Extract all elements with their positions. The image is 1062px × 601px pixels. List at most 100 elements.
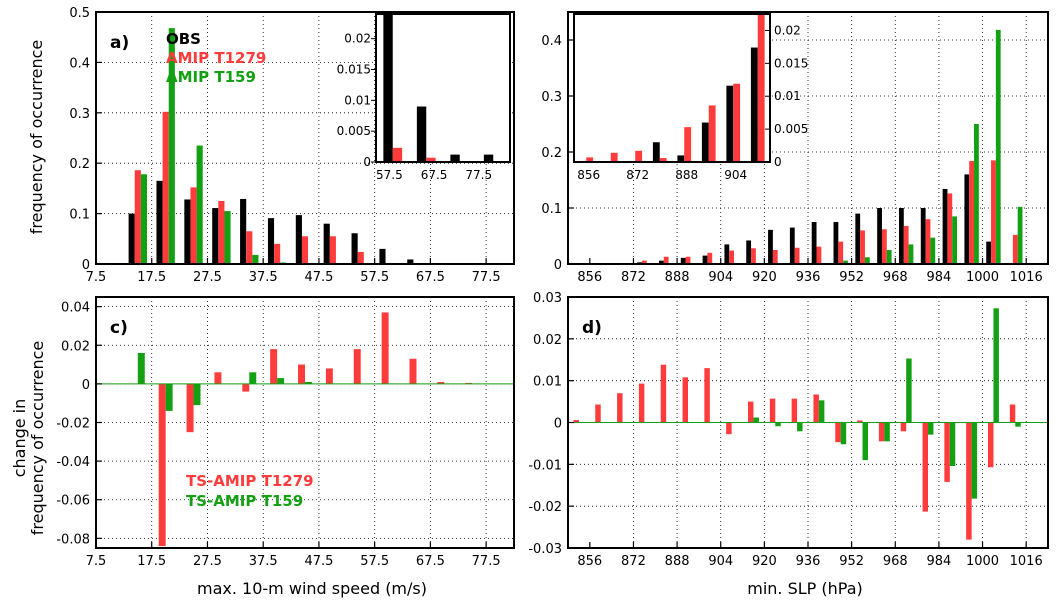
bar-ts-amip-t1279 [573,419,579,423]
legend-entry: AMIP T159 [166,68,256,86]
panel-a-wind-speed-frequency: 7.5 17.5 27.5 37.5 47.5 57.5 67.5 77.5 0 0.1 0.2 0.… [69,6,515,285]
inset-bar-amip-t1279 [586,157,594,162]
inset-bar-amip-t1279 [757,14,765,162]
x-tick-label: 67.5 [416,270,445,285]
inset-bar-obs [677,155,685,162]
bar-amip-t159 [908,244,914,264]
bar-obs [920,208,926,264]
x-tick-label: 920 [752,270,777,285]
inset-y-tick-label: 0.005 [337,124,371,138]
inset-bar-amip-t1279 [708,105,716,162]
inset-bar-obs [726,85,734,162]
panel-b-slp-frequency: 856 872 888 904 920 936 952 968 984 1000 1016 0 0.1 0… [541,11,1049,285]
x-tick-label: 77.5 [472,270,501,285]
inset-bar-amip-t1279 [635,150,643,162]
bar-ts-amip-t1279 [835,422,841,443]
y-tick-label: 0.03 [533,291,562,306]
bar-obs [898,208,904,264]
panel-label: c) [110,318,128,338]
bar-amip-t159 [252,254,259,264]
bar-amip-t1279 [685,256,691,264]
bar-ts-amip-t1279 [857,420,863,423]
bar-amip-t159 [843,260,848,264]
bar-ts-amip-t159 [137,352,145,384]
bar-ts-amip-t159 [753,417,759,423]
bar-ts-amip-t1279 [748,401,754,423]
legend-entry: TS-AMIP T1279 [186,472,314,490]
bar-ts-amip-t159 [277,378,285,384]
bar-obs [267,218,275,264]
bar-ts-amip-t1279 [791,398,798,423]
bar-amip-t159 [168,28,175,264]
x-tick-label: 968 [883,554,908,569]
bar-amip-t159 [886,250,892,264]
bar-ts-amip-t159 [775,422,781,427]
bar-obs [811,222,817,264]
bar-amip-t1279 [903,225,909,264]
y-tick-label: 0.3 [541,90,562,105]
inset-x-tick-label: 872 [626,168,649,182]
bar-amip-t1279 [641,260,647,264]
x-tick-label: 1000 [966,270,999,285]
bar-ts-amip-t159 [193,383,201,406]
panel-c-wind-speed-change: 7.5 17.5 27.5 37.5 47.5 57.5 67.5 77.5 0.04 0.02 0… [56,296,515,569]
x-tick-label: 1016 [1010,554,1043,569]
bar-ts-amip-t1279 [878,422,885,442]
bar-obs [877,208,882,264]
x-tick-label: 57.5 [360,554,389,569]
bar-amip-t1279 [274,243,281,264]
y-tick-label: 0.2 [69,157,90,172]
bar-obs [789,227,795,264]
bar-obs [184,199,191,264]
bar-amip-t1279 [218,201,225,264]
x-tick-label: 57.5 [360,270,389,285]
bar-ts-amip-t1279 [900,422,907,432]
inset-x-tick-label: 57.5 [376,168,403,182]
y-tick-label: -0.02 [528,500,562,515]
bar-ts-amip-t1279 [381,312,389,384]
inset-background [574,14,770,162]
y-tick-label: -0.08 [56,532,90,547]
bar-obs [680,257,686,264]
bar-ts-amip-t1279 [437,381,445,384]
x-tick-label: 984 [926,270,951,285]
bar-amip-t1279 [860,230,865,264]
x-tick-label: 952 [839,270,864,285]
inset-y-tick-label: 0.015 [337,63,371,77]
bar-amip-t1279 [794,247,800,264]
x-tick-label: 904 [708,270,733,285]
bar-amip-t159 [864,257,870,264]
bar-obs [658,260,664,264]
bar-ts-amip-t1279 [617,393,623,423]
bar-obs [986,241,992,264]
inset-bar-obs [701,122,709,162]
bar-ts-amip-t1279 [595,404,601,423]
bar-ts-amip-t1279 [682,377,688,423]
y-tick-label: 0.4 [69,56,90,71]
y-tick-label: 0 [554,258,562,273]
x-tick-label: 7.5 [86,554,107,569]
inset-bar-amip-t1279 [426,157,436,162]
inset-y-tick-label: 0.005 [774,122,808,136]
bar-ts-amip-t1279 [726,422,732,435]
bar-obs [407,259,414,264]
bar-obs [768,229,773,264]
bar-ts-amip-t159 [906,358,912,423]
x-tick-label: 856 [577,270,602,285]
bar-amip-t159 [930,237,936,264]
x-tick-label: 37.5 [249,554,278,569]
x-tick-label: 1016 [1010,270,1043,285]
y-tick-label: -0.01 [528,458,562,473]
bar-ts-amip-t1279 [638,383,645,423]
plot-frame [95,11,515,265]
inset-bar-obs [450,154,460,162]
inset-bar-obs [383,14,393,162]
bar-amip-t1279 [838,241,844,264]
bar-obs [855,213,861,264]
y-tick-label: 0.04 [61,301,90,316]
bar-amip-t1279 [751,248,756,264]
bar-obs [323,223,330,264]
x-axis-title-left: max. 10-m wind speed (m/s) [197,579,427,598]
bar-amip-t159 [995,29,1001,265]
x-tick-label: 27.5 [193,554,222,569]
